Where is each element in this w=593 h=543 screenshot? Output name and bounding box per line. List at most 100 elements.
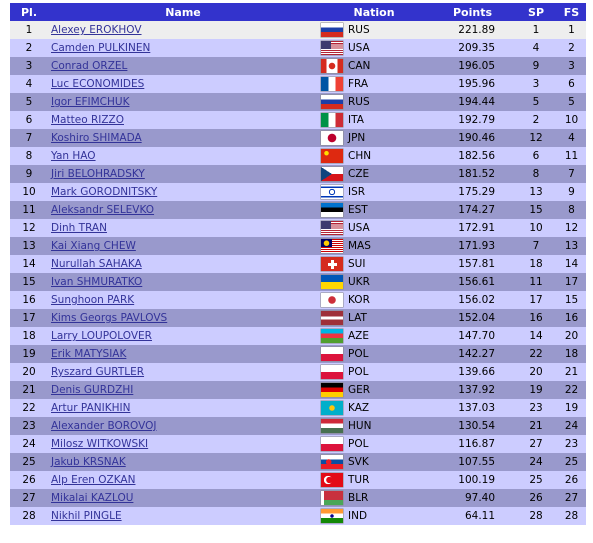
- points: 156.61: [458, 276, 496, 288]
- place: 4: [25, 78, 33, 90]
- skater-link[interactable]: Jiri BELOHRADSKY: [51, 168, 145, 180]
- flag-cell: [318, 435, 346, 453]
- skater-link[interactable]: Camden PULKINEN: [51, 42, 151, 54]
- skater-link[interactable]: Matteo RIZZO: [51, 114, 124, 126]
- flag-cell: [318, 93, 346, 111]
- sp-rank: 20: [529, 366, 543, 378]
- flag-cell: [318, 399, 346, 417]
- place: 2: [25, 42, 33, 54]
- result-row: 19 Erik MATYSIAK POL 142.27 22 18: [10, 345, 587, 363]
- fs-rank: 20: [564, 330, 579, 342]
- skater-link[interactable]: Kai Xiang CHEW: [51, 240, 136, 252]
- skater-link[interactable]: Alp Eren OZKAN: [51, 474, 136, 486]
- skater-link[interactable]: Ryszard GURTLER: [51, 366, 145, 378]
- sp-rank: 10: [529, 222, 543, 234]
- sp-rank: 23: [529, 402, 543, 414]
- place: 25: [22, 456, 36, 468]
- name-cell: Conrad ORZEL: [48, 57, 318, 75]
- skater-link[interactable]: Nikhil PINGLE: [51, 510, 122, 522]
- skater-link[interactable]: Aleksandr SELEVKO: [51, 204, 155, 216]
- points: 171.93: [458, 240, 496, 252]
- fs-rank: 27: [564, 492, 579, 504]
- skater-link[interactable]: Dinh TRAN: [51, 222, 107, 234]
- skater-link[interactable]: Erik MATYSIAK: [51, 348, 127, 360]
- name-cell: Koshiro SHIMADA: [48, 129, 318, 147]
- flag-cell: [318, 453, 346, 471]
- skater-link[interactable]: Ivan SHMURATKO: [51, 276, 143, 288]
- nation: CAN: [348, 60, 371, 72]
- name-cell: Jakub KRSNAK: [48, 453, 318, 471]
- place: 28: [22, 510, 36, 522]
- result-row: 2 Camden PULKINEN USA 209.35 4 2: [10, 39, 587, 57]
- nation: RUS: [348, 96, 370, 108]
- result-row: 20 Ryszard GURTLER POL 139.66 20 21: [10, 363, 587, 381]
- column-header: Name: [165, 5, 201, 19]
- points: 157.81: [458, 258, 496, 270]
- sp-rank: 4: [532, 42, 540, 54]
- name-cell: Mark GORODNITSKY: [48, 183, 318, 201]
- place: 18: [22, 330, 36, 342]
- skater-link[interactable]: Denis GURDZHI: [51, 384, 134, 396]
- skater-link[interactable]: Alexander BOROVOJ: [51, 420, 157, 432]
- name-cell: Nikhil PINGLE: [48, 507, 318, 525]
- result-row: 14 Nurullah SAHAKA SUI 157.81 18 14: [10, 255, 587, 273]
- skater-link[interactable]: Kims Georgs PAVLOVS: [51, 312, 168, 324]
- results-table: Pl. Name Nation Points SP FS 1 Alexey ERO…: [10, 3, 587, 525]
- flag-cell: [318, 147, 346, 165]
- skater-link[interactable]: Luc ECONOMIDES: [51, 78, 145, 90]
- nation: BLR: [348, 492, 369, 504]
- column-header: Points: [453, 5, 493, 19]
- points: 196.05: [458, 60, 496, 72]
- fs-rank: 5: [568, 96, 575, 108]
- skater-link[interactable]: Nurullah SAHAKA: [51, 258, 142, 270]
- skater-link[interactable]: Mark GORODNITSKY: [51, 186, 158, 198]
- flag: [321, 293, 343, 307]
- points: 156.02: [458, 294, 496, 306]
- points: 116.87: [458, 438, 496, 450]
- skater-link[interactable]: Igor EFIMCHUK: [51, 96, 130, 108]
- flag-cell: [318, 21, 346, 39]
- result-row: 9 Jiri BELOHRADSKY CZE 181.52 8 7: [10, 165, 587, 183]
- points: 181.52: [458, 168, 496, 180]
- result-row: 7 Koshiro SHIMADA JPN 190.46 12 4: [10, 129, 587, 147]
- fs-rank: 4: [568, 132, 575, 144]
- place: 13: [22, 240, 36, 252]
- fs-rank: 12: [564, 222, 579, 234]
- skater-link[interactable]: Jakub KRSNAK: [51, 456, 126, 468]
- points: 130.54: [458, 420, 496, 432]
- flag-cell: [318, 291, 346, 309]
- flag-cell: [318, 39, 346, 57]
- place: 7: [25, 132, 33, 144]
- skater-link[interactable]: Sunghoon PARK: [51, 294, 135, 306]
- result-row: 23 Alexander BOROVOJ HUN 130.54 21 24: [10, 417, 587, 435]
- result-row: 4 Luc ECONOMIDES FRA 195.96 3 6: [10, 75, 587, 93]
- skater-link[interactable]: Artur PANIKHIN: [51, 402, 131, 414]
- nation: SUI: [348, 258, 366, 270]
- place: 14: [22, 258, 36, 270]
- result-row: 8 Yan HAO CHN 182.56 6 11: [10, 147, 587, 165]
- skater-link[interactable]: Conrad ORZEL: [51, 60, 128, 72]
- sp-rank: 5: [532, 96, 540, 108]
- nation: AZE: [348, 330, 370, 342]
- name-cell: Ivan SHMURATKO: [48, 273, 318, 291]
- skater-link[interactable]: Milosz WITKOWSKI: [51, 438, 149, 450]
- skater-link[interactable]: Larry LOUPOLOVER: [51, 330, 152, 342]
- skater-link[interactable]: Alexey EROKHOV: [51, 24, 142, 36]
- name-cell: Aleksandr SELEVKO: [48, 201, 318, 219]
- result-row: 18 Larry LOUPOLOVER AZE 147.70 14 20: [10, 327, 587, 345]
- place: 15: [22, 276, 36, 288]
- flag-cell: [318, 417, 346, 435]
- name-cell: Larry LOUPOLOVER: [48, 327, 318, 345]
- skater-link[interactable]: Koshiro SHIMADA: [51, 132, 142, 144]
- name-cell: Igor EFIMCHUK: [48, 93, 318, 111]
- flag: [321, 401, 343, 415]
- points: 152.04: [458, 312, 496, 324]
- skater-link[interactable]: Mikalai KAZLOU: [51, 492, 134, 504]
- place: 22: [22, 402, 36, 414]
- sp-rank: 7: [532, 240, 540, 252]
- name-cell: Kims Georgs PAVLOVS: [48, 309, 318, 327]
- skater-link[interactable]: Yan HAO: [51, 150, 96, 162]
- sp-rank: 14: [529, 330, 543, 342]
- result-row: 3 Conrad ORZEL CAN 196.05 9 3: [10, 57, 587, 75]
